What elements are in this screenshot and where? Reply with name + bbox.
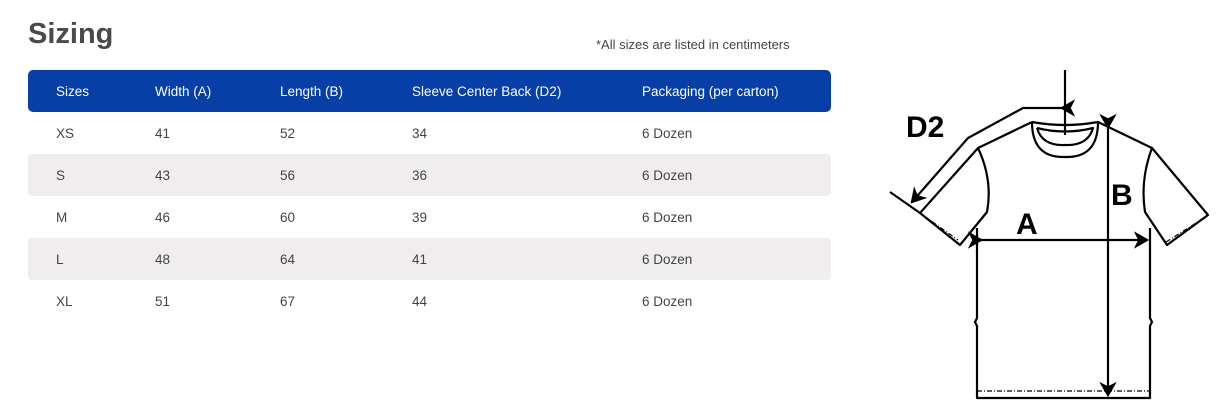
header-sizes: Sizes: [56, 83, 90, 99]
cell-size: S: [56, 167, 66, 183]
tshirt-outline: [918, 120, 1210, 400]
sleeve-tick: [889, 191, 921, 214]
table-row: XS 41 52 34 6 Dozen: [28, 112, 831, 154]
d2-arrow: [910, 99, 1076, 204]
cell-packaging: 6 Dozen: [642, 209, 693, 225]
table-row: M 46 60 39 6 Dozen: [28, 196, 831, 238]
cell-packaging: 6 Dozen: [642, 125, 693, 141]
cell-length: 60: [280, 209, 296, 225]
cell-width: 51: [155, 293, 171, 309]
table-row: L 48 64 41 6 Dozen: [28, 238, 831, 280]
cell-packaging: 6 Dozen: [642, 293, 693, 309]
cell-width: 41: [155, 125, 171, 141]
cell-size: L: [56, 251, 64, 267]
table-header: Sizes Width (A) Length (B) Sleeve Center…: [28, 70, 831, 112]
cell-sleeve: 36: [412, 167, 428, 183]
cell-width: 46: [155, 209, 171, 225]
cell-length: 67: [280, 293, 296, 309]
cell-sleeve: 39: [412, 209, 428, 225]
cell-size: XL: [56, 293, 73, 309]
cell-size: XS: [56, 125, 75, 141]
cell-packaging: 6 Dozen: [642, 251, 693, 267]
cell-size: M: [56, 209, 68, 225]
measure-lines: [889, 70, 1150, 398]
cell-length: 56: [280, 167, 296, 183]
cell-length: 52: [280, 125, 296, 141]
label-a: A: [1016, 208, 1038, 241]
cell-width: 43: [155, 167, 171, 183]
label-d2: D2: [906, 111, 944, 144]
table-row: XL 51 67 44 6 Dozen: [28, 280, 831, 322]
cell-sleeve: 44: [412, 293, 428, 309]
cell-width: 48: [155, 251, 171, 267]
table-row: S 43 56 36 6 Dozen: [28, 154, 831, 196]
units-note: *All sizes are listed in centimeters: [596, 37, 790, 52]
cell-length: 64: [280, 251, 296, 267]
size-table: Sizes Width (A) Length (B) Sleeve Center…: [28, 70, 831, 322]
cell-packaging: 6 Dozen: [642, 167, 693, 183]
header-sleeve: Sleeve Center Back (D2): [412, 83, 562, 99]
label-b: B: [1111, 179, 1133, 212]
cell-sleeve: 34: [412, 125, 428, 141]
page-title: Sizing: [28, 18, 114, 50]
header-packaging: Packaging (per carton): [642, 83, 779, 99]
cell-sleeve: 41: [412, 251, 428, 267]
header-length: Length (B): [280, 83, 344, 99]
header-width: Width (A): [155, 83, 212, 99]
